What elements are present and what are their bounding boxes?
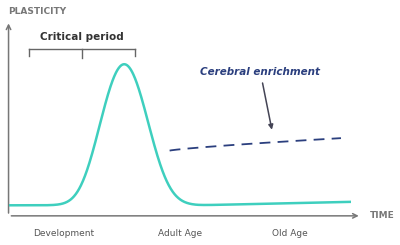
Text: Development: Development — [33, 229, 94, 238]
Text: Critical period: Critical period — [40, 32, 124, 42]
Text: PLASTICITY: PLASTICITY — [8, 7, 67, 16]
Text: Cerebral enrichment: Cerebral enrichment — [200, 67, 320, 128]
Text: Old Age: Old Age — [272, 229, 308, 238]
Text: Adult Age: Adult Age — [158, 229, 202, 238]
Text: TIME: TIME — [370, 211, 395, 220]
